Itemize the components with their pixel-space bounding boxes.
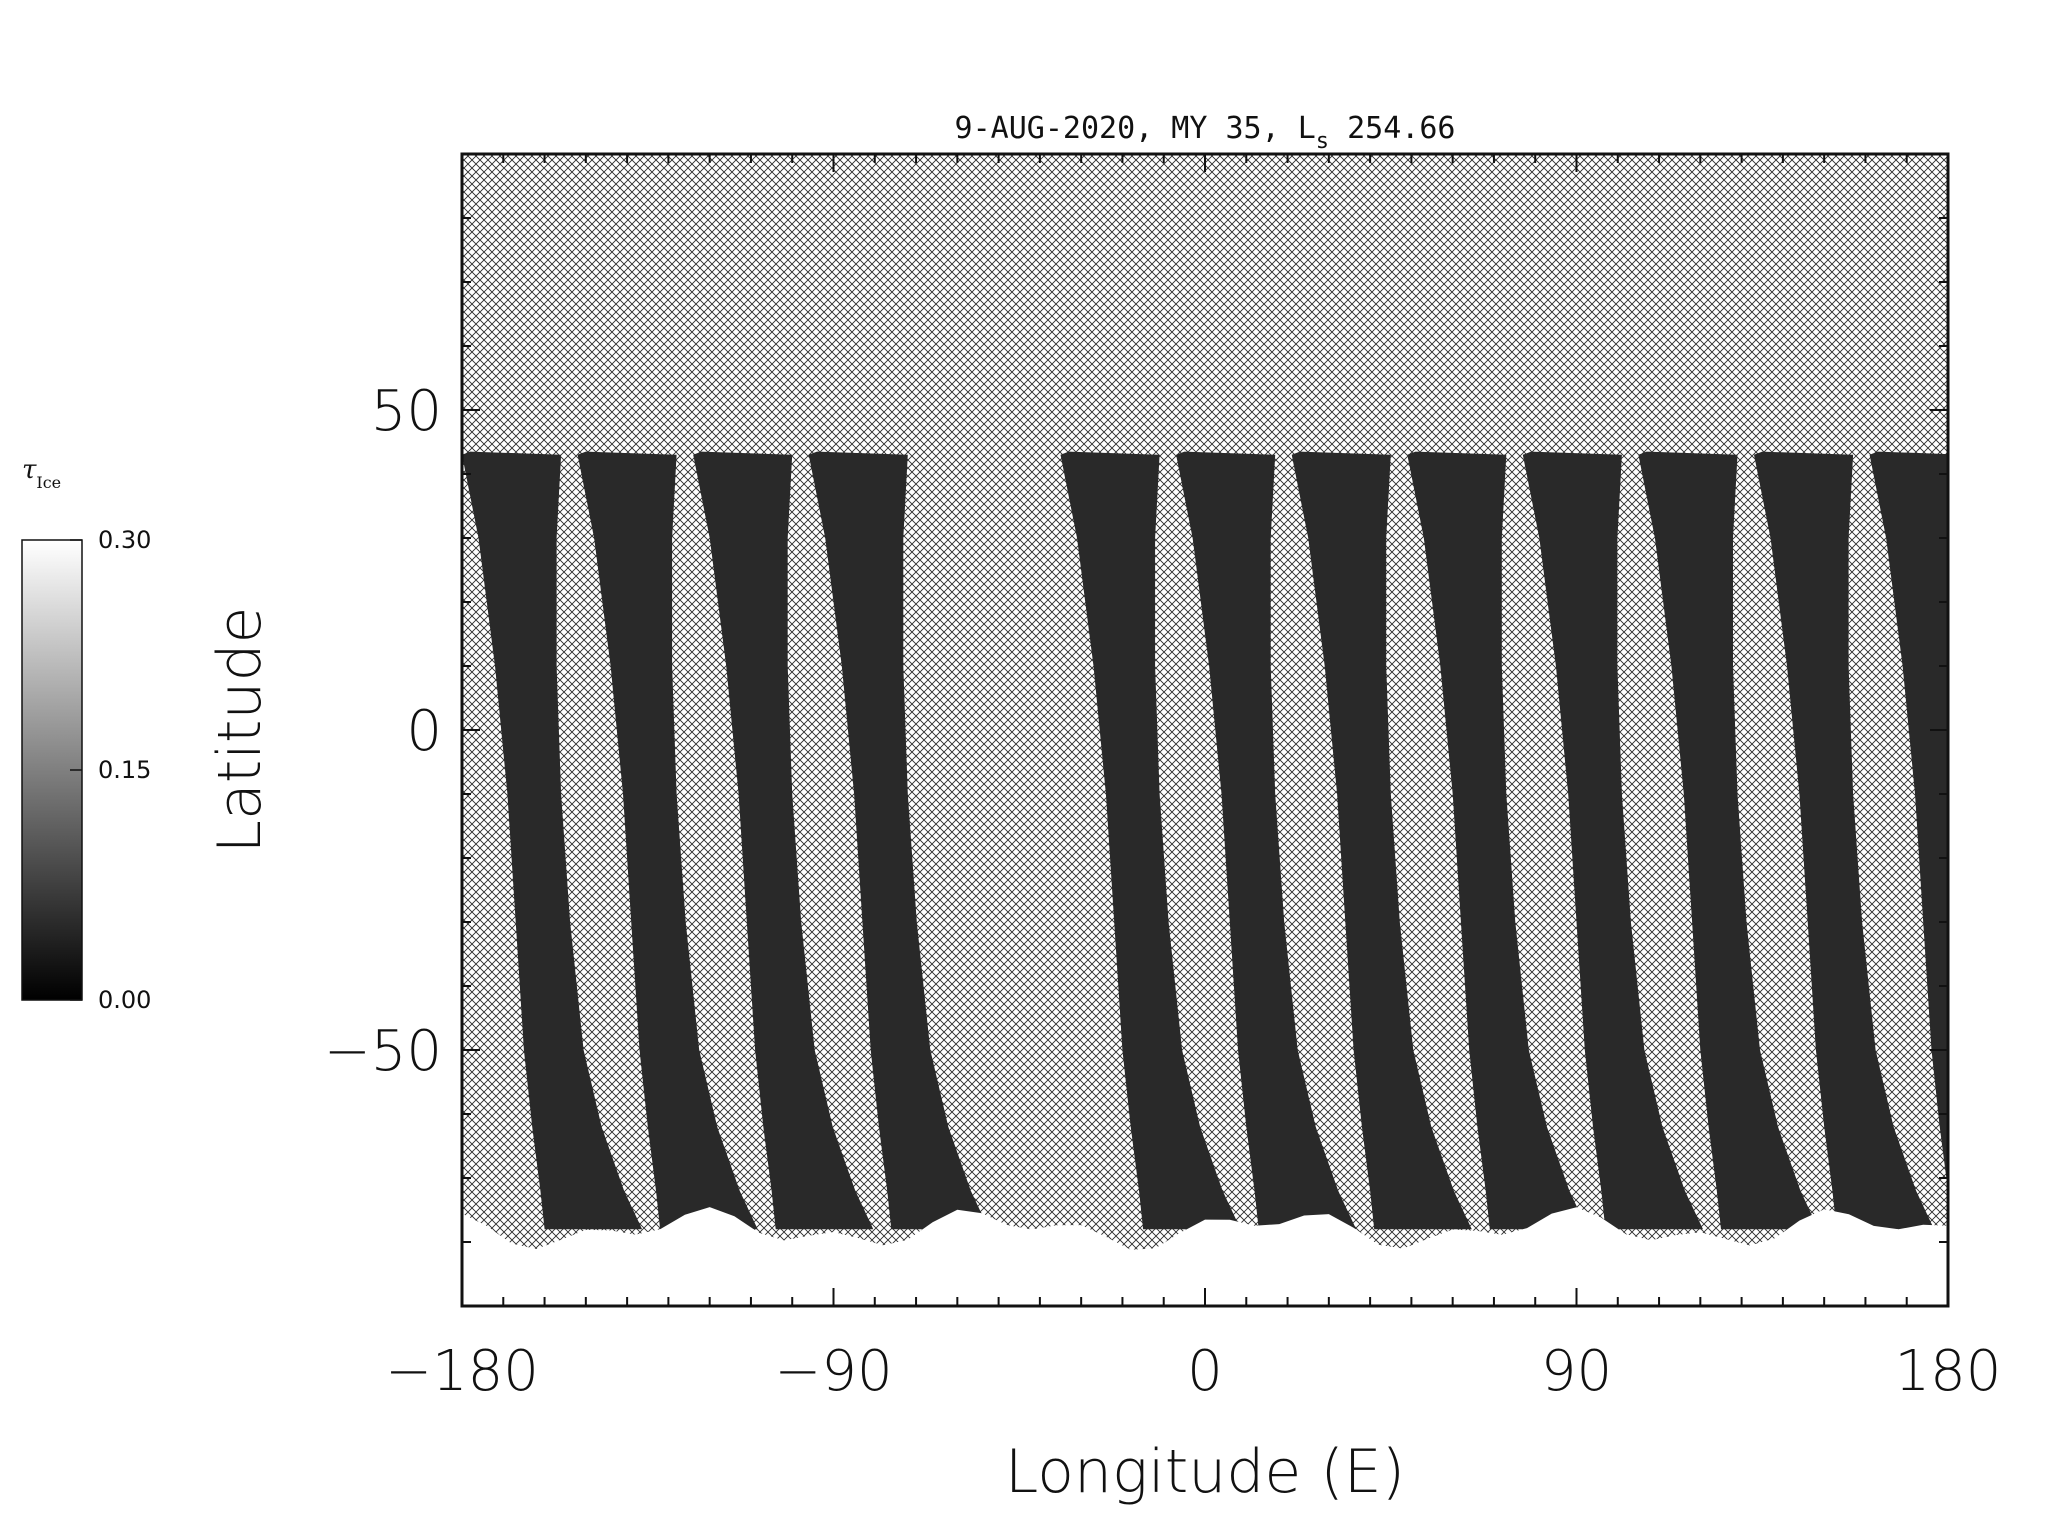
swath-6 <box>1291 451 1472 1230</box>
swath-0 <box>462 451 643 1230</box>
polar-cap <box>462 1207 1948 1306</box>
y-axis-title: Latitude <box>205 607 275 854</box>
x-tick-label: 180 <box>1895 1339 2002 1404</box>
plot-title: 9-AUG-2020, MY 35, Ls 254.66 <box>955 111 1456 154</box>
swath-8 <box>1522 451 1703 1230</box>
y-tick-label: 50 <box>371 379 442 444</box>
y-tick-label: 0 <box>406 699 442 764</box>
title-subscript: s <box>1316 129 1329 154</box>
swath-11 <box>1869 451 1948 1191</box>
colorbar-title-subscript: Ice <box>36 473 61 492</box>
x-tick-label: −90 <box>774 1339 892 1404</box>
swath-1 <box>577 451 758 1230</box>
x-tick-label: 0 <box>1187 1339 1223 1404</box>
swath-3 <box>808 451 989 1230</box>
colorbar-ticks: 0.00 0.15 0.30 <box>70 526 151 1014</box>
colorbar-title: τIce <box>22 455 61 492</box>
colorbar-title-symbol: τ <box>22 455 37 485</box>
swath-9 <box>1638 451 1819 1230</box>
ticks: −180 −90 0 90 180 50 0 −50 <box>324 153 2002 1404</box>
swath-10 <box>1754 451 1935 1230</box>
x-axis-title: Longitude (E) <box>1005 1437 1405 1507</box>
y-tick-label: −50 <box>324 1019 442 1084</box>
colorbar-tick-label: 0.30 <box>98 526 151 554</box>
colorbar-tick-label: 0.15 <box>98 756 151 784</box>
title-prefix: 9-AUG-2020, MY 35, L <box>955 111 1316 146</box>
x-tick-label: −180 <box>385 1339 539 1404</box>
title-suffix: 254.66 <box>1329 111 1455 146</box>
colorbar: τIce 0.00 0.15 0.30 <box>21 455 151 1014</box>
x-tick-label: 90 <box>1541 1339 1612 1404</box>
swath-7 <box>1407 451 1588 1230</box>
colorbar-tick-label: 0.00 <box>98 986 151 1014</box>
polar-cap-layer <box>462 1207 1948 1306</box>
swath-4 <box>1060 451 1241 1230</box>
swath-2 <box>693 451 874 1230</box>
swath-5 <box>1176 451 1357 1230</box>
swath-layer <box>462 451 1948 1230</box>
